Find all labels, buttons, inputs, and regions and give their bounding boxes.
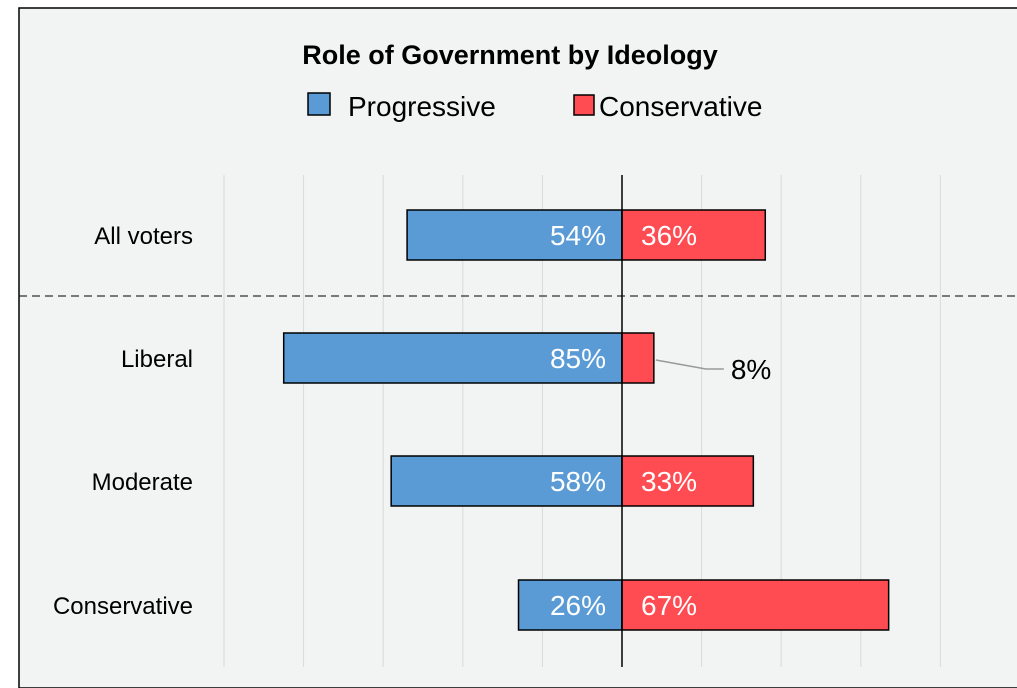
data-label-conservative: 36% (641, 220, 697, 251)
legend-label-progressive: Progressive (348, 91, 496, 122)
legend-swatch-progressive (307, 92, 331, 116)
legend-label-conservative: Conservative (599, 91, 762, 122)
bar-progressive (390, 455, 623, 507)
data-label-conservative: 33% (641, 466, 697, 497)
chart-title: Role of Government by Ideology (302, 40, 718, 70)
data-label-progressive: 26% (550, 590, 606, 621)
bar-progressive (517, 579, 623, 631)
legend: Progressive Conservative (307, 91, 762, 122)
data-label-conservative: 8% (731, 354, 771, 385)
bar-conservative (621, 332, 655, 384)
bar-conservative (621, 209, 767, 261)
leader-line (655, 359, 724, 370)
legend-swatch-conservative (573, 94, 595, 116)
category-labels: All voters Liberal Moderate Conservative (53, 223, 193, 620)
data-label-conservative: 67% (641, 590, 697, 621)
data-label-progressive: 58% (550, 466, 606, 497)
data-label-progressive: 85% (550, 343, 606, 374)
data-label-progressive: 54% (550, 220, 606, 251)
bar-conservative (621, 455, 755, 507)
category-label: Conservative (53, 593, 193, 620)
category-label: All voters (94, 223, 193, 250)
category-label: Moderate (92, 469, 193, 496)
bar-conservative (621, 579, 890, 631)
bars-group: 54% 36% 85% 8% 58% 33% 26% 67% (282, 209, 890, 631)
category-label: Liberal (121, 346, 193, 373)
bar-progressive (282, 332, 623, 384)
